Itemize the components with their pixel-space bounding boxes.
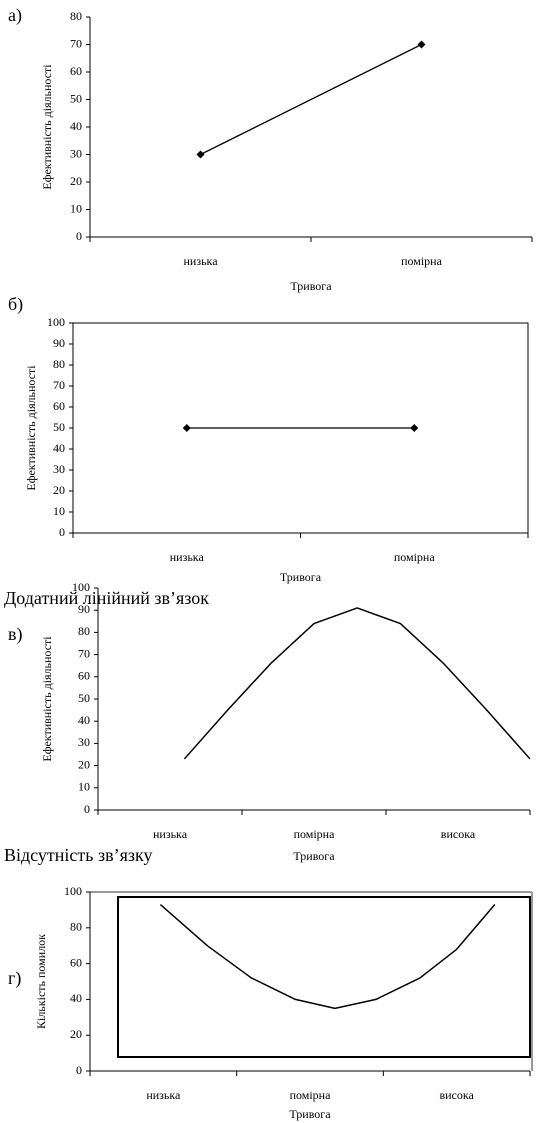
marker [410, 424, 419, 432]
marker [196, 150, 205, 159]
y-tick-label: 70 [53, 378, 65, 392]
y-tick-label: 0 [84, 802, 90, 816]
y-tick-label: 50 [53, 420, 65, 434]
data-curve [159, 903, 496, 1010]
y-tick-label: 10 [70, 201, 82, 215]
x-tick-label: висока [441, 827, 476, 841]
y-tick-label: 80 [70, 9, 82, 23]
y-tick-label: 80 [53, 357, 65, 371]
y-tick-label: 40 [78, 713, 90, 727]
y-tick-label: 70 [78, 646, 90, 660]
y-tick-label: 70 [70, 36, 82, 50]
y-tick-label: 80 [70, 920, 82, 934]
y-tick-label: 20 [70, 174, 82, 188]
y-tick-label: 50 [78, 691, 90, 705]
panel-label: г) [8, 968, 21, 989]
caption: Відсутність зв’язку [4, 845, 152, 865]
data-line [200, 43, 422, 156]
x-tick-label: помірна [401, 254, 443, 268]
x-axis-label: Тривога [290, 279, 332, 293]
y-tick-label: 20 [70, 1027, 82, 1041]
y-tick-label: 10 [78, 780, 90, 794]
y-axis-label: Ефективність діяльності [40, 636, 54, 762]
x-axis-label: Тривога [280, 570, 322, 584]
y-tick-label: 100 [47, 315, 65, 329]
x-axis-label: Тривога [293, 849, 335, 863]
panel-label: в) [8, 624, 23, 645]
caption: Додатний лінійний зв’язок [4, 588, 209, 608]
x-tick-label: висока [439, 1088, 474, 1102]
y-tick-label: 30 [70, 146, 82, 160]
y-tick-label: 0 [59, 525, 65, 539]
y-tick-label: 30 [53, 462, 65, 476]
y-tick-label: 0 [76, 1063, 82, 1077]
x-tick-label: помірна [290, 1088, 332, 1102]
x-tick-label: помірна [294, 827, 336, 841]
y-tick-label: 40 [70, 119, 82, 133]
y-tick-label: 20 [78, 757, 90, 771]
y-tick-label: 40 [53, 441, 65, 455]
y-tick-label: 60 [78, 669, 90, 683]
panel-label: а) [8, 5, 22, 26]
y-tick-label: 100 [72, 580, 90, 594]
y-tick-label: 30 [78, 735, 90, 749]
data-curve [183, 607, 531, 760]
x-tick-label: низька [183, 254, 218, 268]
y-tick-label: 20 [53, 483, 65, 497]
panel-label: б) [8, 294, 23, 315]
box [117, 896, 531, 1058]
y-tick-label: 0 [76, 229, 82, 243]
x-tick-label: низька [146, 1088, 181, 1102]
y-tick-label: 80 [78, 624, 90, 638]
marker [417, 40, 426, 49]
y-tick-label: 100 [64, 884, 82, 898]
y-tick-label: 50 [70, 91, 82, 105]
marker [182, 424, 191, 432]
y-tick-label: 90 [53, 336, 65, 350]
x-tick-label: помірна [394, 550, 436, 564]
x-tick-label: низька [153, 827, 188, 841]
x-axis-label: Тривога [289, 1107, 331, 1121]
y-tick-label: 60 [70, 955, 82, 969]
y-tick-label: 60 [53, 399, 65, 413]
y-tick-label: 90 [78, 602, 90, 616]
y-axis-label: Кількість помилок [34, 934, 48, 1029]
x-tick-label: низька [170, 550, 205, 564]
y-axis-label: Ефективність діяльності [40, 64, 54, 190]
y-tick-label: 40 [70, 991, 82, 1005]
y-tick-label: 60 [70, 64, 82, 78]
y-tick-label: 10 [53, 504, 65, 518]
y-axis-label: Ефективність діяльності [24, 365, 38, 491]
